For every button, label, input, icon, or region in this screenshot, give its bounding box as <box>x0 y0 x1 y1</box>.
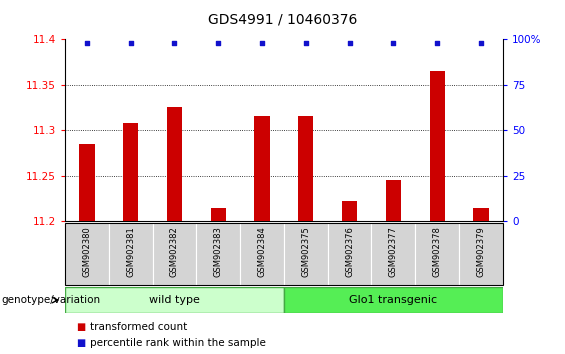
Point <box>258 40 267 45</box>
Point <box>82 40 92 45</box>
Text: GSM902378: GSM902378 <box>433 226 442 277</box>
Bar <box>108 223 153 285</box>
Point <box>476 40 485 45</box>
Bar <box>240 223 284 285</box>
Text: percentile rank within the sample: percentile rank within the sample <box>90 338 266 348</box>
Bar <box>123 123 138 221</box>
Point <box>345 40 354 45</box>
Text: GSM902384: GSM902384 <box>258 226 267 277</box>
Bar <box>65 287 284 313</box>
Point <box>170 40 179 45</box>
Text: Glo1 transgenic: Glo1 transgenic <box>349 295 437 305</box>
Point <box>301 40 310 45</box>
Text: GSM902380: GSM902380 <box>82 226 92 277</box>
Bar <box>342 201 357 221</box>
Bar <box>167 107 182 221</box>
Point <box>126 40 135 45</box>
Bar <box>254 116 270 221</box>
Bar <box>79 144 94 221</box>
Bar <box>473 207 489 221</box>
Text: GSM902376: GSM902376 <box>345 226 354 277</box>
Bar <box>415 223 459 285</box>
Bar <box>284 223 328 285</box>
Point <box>389 40 398 45</box>
Point <box>433 40 442 45</box>
Bar <box>284 287 503 313</box>
Bar <box>459 223 503 285</box>
Text: ■: ■ <box>76 338 85 348</box>
Point <box>214 40 223 45</box>
Text: ■: ■ <box>76 322 85 332</box>
Text: GSM902375: GSM902375 <box>301 226 310 277</box>
Bar <box>153 223 197 285</box>
Text: GSM902381: GSM902381 <box>126 226 135 277</box>
Bar <box>65 223 109 285</box>
Bar <box>328 223 372 285</box>
Bar <box>298 116 314 221</box>
Bar <box>386 180 401 221</box>
Text: GSM902377: GSM902377 <box>389 226 398 277</box>
Text: transformed count: transformed count <box>90 322 188 332</box>
Text: GDS4991 / 10460376: GDS4991 / 10460376 <box>208 12 357 27</box>
Bar <box>429 71 445 221</box>
Bar <box>197 223 240 285</box>
Text: GSM902383: GSM902383 <box>214 226 223 277</box>
Text: genotype/variation: genotype/variation <box>1 295 100 305</box>
Text: GSM902382: GSM902382 <box>170 226 179 277</box>
Text: wild type: wild type <box>149 295 200 305</box>
Bar <box>211 207 226 221</box>
Bar <box>372 223 415 285</box>
Text: GSM902379: GSM902379 <box>476 226 485 277</box>
